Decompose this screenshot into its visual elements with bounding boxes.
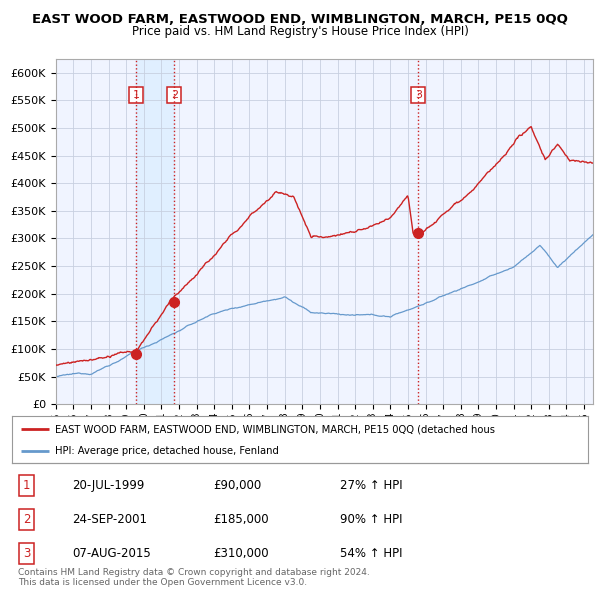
Text: 07-AUG-2015: 07-AUG-2015 <box>73 547 151 560</box>
Text: £90,000: £90,000 <box>214 478 262 491</box>
Text: 1: 1 <box>23 478 30 491</box>
Text: EAST WOOD FARM, EASTWOOD END, WIMBLINGTON, MARCH, PE15 0QQ: EAST WOOD FARM, EASTWOOD END, WIMBLINGTO… <box>32 13 568 26</box>
Text: 2: 2 <box>171 90 178 100</box>
Bar <box>136 59 174 404</box>
Text: 3: 3 <box>23 547 30 560</box>
Text: 1: 1 <box>133 90 139 100</box>
Text: HPI: Average price, detached house, Fenland: HPI: Average price, detached house, Fenl… <box>55 447 279 456</box>
Text: 20-JUL-1999: 20-JUL-1999 <box>73 478 145 491</box>
Text: Contains HM Land Registry data © Crown copyright and database right 2024.
This d: Contains HM Land Registry data © Crown c… <box>18 568 370 587</box>
Text: Price paid vs. HM Land Registry's House Price Index (HPI): Price paid vs. HM Land Registry's House … <box>131 25 469 38</box>
Text: EAST WOOD FARM, EASTWOOD END, WIMBLINGTON, MARCH, PE15 0QQ (detached hous: EAST WOOD FARM, EASTWOOD END, WIMBLINGTO… <box>55 424 495 434</box>
Text: 3: 3 <box>415 90 422 100</box>
Text: 54% ↑ HPI: 54% ↑ HPI <box>340 547 403 560</box>
Text: £185,000: £185,000 <box>214 513 269 526</box>
Text: 2: 2 <box>23 513 30 526</box>
Text: 27% ↑ HPI: 27% ↑ HPI <box>340 478 403 491</box>
Text: 90% ↑ HPI: 90% ↑ HPI <box>340 513 403 526</box>
Text: £310,000: £310,000 <box>214 547 269 560</box>
Text: 24-SEP-2001: 24-SEP-2001 <box>73 513 148 526</box>
